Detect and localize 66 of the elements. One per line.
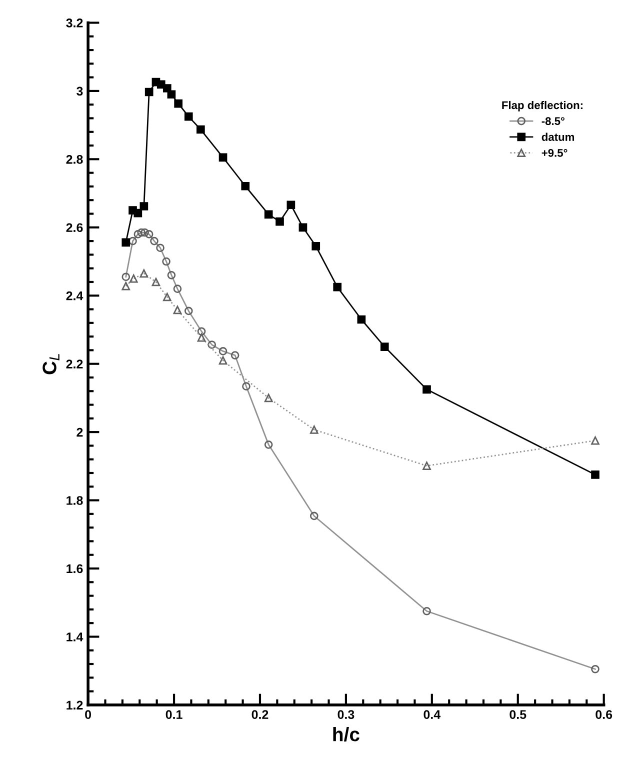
point: [591, 470, 600, 479]
y-tick-label: 3.2: [66, 18, 83, 28]
point: [422, 385, 431, 394]
y-tick-label: 2: [76, 428, 83, 437]
legend-label: -8.5°: [542, 117, 564, 126]
x-tick-label: 0.2: [252, 710, 268, 719]
y-tick-label: 2.4: [66, 291, 84, 300]
y-axis-title: C$_{L}$: [42, 354, 60, 374]
point: [264, 210, 273, 219]
point: [184, 306, 193, 316]
point: [380, 342, 389, 351]
x-tick-label: 0.5: [510, 710, 526, 719]
legend-label: datum: [542, 132, 574, 141]
point: [162, 84, 172, 92]
point: [241, 182, 250, 190]
point: [128, 236, 137, 246]
point: [591, 664, 600, 674]
point: [333, 282, 342, 292]
y-tick-label: 2.2: [66, 360, 83, 368]
point: [208, 340, 216, 349]
point: [140, 202, 148, 210]
x-axis-title: h/c: [333, 727, 360, 742]
legend-title: Flap deflection:: [502, 100, 582, 112]
legend-label: +9.5°: [542, 148, 568, 157]
point: [167, 90, 176, 99]
point: [134, 208, 142, 218]
point: [144, 88, 154, 96]
x-tick-label: 0: [85, 710, 92, 719]
point: [156, 244, 164, 252]
point: [134, 230, 142, 238]
point: [218, 347, 228, 356]
y-tick-label: 2.6: [66, 223, 83, 232]
point: [298, 223, 308, 232]
point: [174, 99, 182, 108]
point: [276, 217, 284, 226]
point: [230, 351, 240, 360]
point: [197, 327, 206, 336]
point: [264, 440, 273, 449]
point: [196, 125, 205, 134]
y-tick-label: 1.4: [66, 632, 84, 642]
y-tick-label: 2.8: [66, 154, 83, 164]
point: [184, 112, 193, 121]
x-tick-label: 0.6: [596, 710, 612, 719]
point: [310, 512, 318, 520]
x-tick-label: 0.3: [338, 710, 354, 719]
point: [422, 606, 431, 616]
point: [167, 270, 176, 280]
point: [357, 315, 366, 324]
point: [312, 242, 320, 250]
point: [242, 382, 250, 391]
y-tick-label: 1.8: [66, 496, 83, 505]
y-tick-label: 1.2: [66, 700, 83, 710]
point: [218, 153, 228, 162]
point: [162, 257, 170, 266]
x-tick-label: 0.1: [166, 710, 182, 719]
y-tick-label: 3: [76, 86, 83, 96]
point: [150, 236, 158, 246]
point: [140, 228, 149, 237]
x-tick-label: 0.4: [424, 710, 441, 719]
point: [173, 284, 182, 293]
point: [286, 200, 296, 210]
point: [122, 272, 130, 282]
point: [122, 238, 130, 247]
point: [144, 230, 154, 238]
point: [137, 228, 146, 237]
y-tick-label: 1.6: [66, 564, 83, 574]
